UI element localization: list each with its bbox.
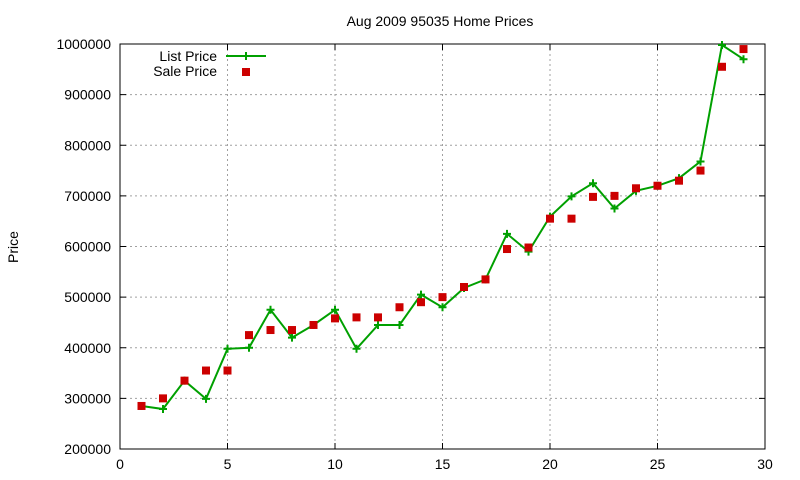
sale-price-point: [159, 394, 167, 403]
sale-price-point: [653, 181, 662, 190]
y-tick-label: 800000: [64, 137, 111, 153]
x-tick-label: 15: [435, 456, 451, 472]
sale-price-point: [202, 366, 210, 375]
y-tick-label: 1000000: [56, 36, 111, 52]
sale-price-point: [503, 245, 511, 254]
chart-title: Aug 2009 95035 Home Prices: [347, 13, 534, 29]
list-price-point: [503, 229, 511, 238]
x-tick-label: 10: [327, 456, 343, 472]
sale-price-point: [245, 331, 253, 340]
list-price-point: [288, 333, 296, 342]
list-price-point: [223, 344, 232, 353]
y-tick-label: 900000: [64, 87, 111, 103]
sale-price-point: [718, 62, 726, 71]
sale-price-point: [331, 314, 339, 323]
y-tick-label: 600000: [64, 239, 111, 255]
list-price-point: [374, 320, 382, 329]
sale-price-point: [481, 275, 490, 284]
sale-price-point: [309, 320, 318, 329]
sale-price-point: [524, 243, 533, 252]
sale-price-point: [288, 326, 296, 335]
sale-price-point: [739, 45, 748, 54]
sale-price-point: [417, 298, 425, 307]
legend-marker-list-price: [242, 52, 250, 60]
list-price-point: [202, 394, 210, 403]
sale-price-point: [567, 214, 576, 223]
sale-price-point: [546, 214, 554, 223]
list-price-point: [438, 303, 447, 312]
sale-price-point: [395, 303, 404, 312]
sale-price-point: [696, 166, 705, 175]
sale-price-point: [223, 366, 232, 375]
x-tick-label: 20: [542, 456, 558, 472]
sale-price-point: [675, 176, 683, 185]
y-axis: 200000 300000 400000 500000 600000 700000 8000…: [56, 36, 765, 457]
x-tick-label: 25: [650, 456, 666, 472]
x-axis: 0 5 10 15 20 25 30: [116, 44, 773, 472]
list-price-point: [395, 320, 404, 329]
list-price-point: [417, 290, 425, 299]
sale-price-point: [352, 313, 361, 322]
y-tick-label: 200000: [64, 441, 111, 457]
sale-price-point: [374, 313, 382, 322]
sale-price-point: [610, 191, 619, 200]
y-tick-label: 700000: [64, 188, 111, 204]
list-price-point: [739, 55, 748, 64]
legend-label-sale-price: Sale Price: [153, 63, 217, 79]
list-price-point: [718, 41, 726, 50]
legend: List Price Sale Price: [153, 48, 266, 79]
legend-label-list-price: List Price: [159, 48, 217, 64]
list-price-point: [331, 305, 339, 314]
y-tick-label: 400000: [64, 340, 111, 356]
list-price-point: [567, 192, 576, 201]
sale-price-point: [137, 401, 146, 410]
sale-price-point: [589, 192, 597, 201]
x-tick-label: 5: [224, 456, 232, 472]
list-price-point: [245, 343, 253, 352]
sale-price-point: [180, 376, 189, 385]
list-price-point: [352, 344, 361, 353]
list-price-point: [159, 405, 167, 414]
sale-price-point: [632, 184, 640, 193]
sale-price-point: [266, 326, 275, 335]
list-price-point: [589, 179, 597, 188]
x-tick-label: 0: [116, 456, 124, 472]
list-price-point: [266, 305, 275, 314]
y-tick-label: 300000: [64, 390, 111, 406]
x-tick-label: 30: [757, 456, 773, 472]
list-price-point: [610, 204, 619, 213]
sale-price-point: [460, 283, 468, 291]
legend-marker-sale-price: [242, 68, 250, 76]
sale-price-point: [438, 293, 447, 302]
list-price-point: [696, 157, 705, 166]
y-tick-label: 500000: [64, 289, 111, 305]
y-axis-label: Price: [5, 231, 21, 263]
series-layer: [137, 41, 748, 414]
